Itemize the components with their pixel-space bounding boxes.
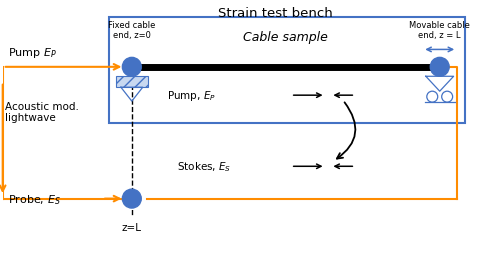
Text: Strain test bench: Strain test bench [218,7,333,20]
Text: Movable cable
end, z = L: Movable cable end, z = L [410,21,470,40]
Bar [110,18,465,123]
Text: Probe, $E_S$: Probe, $E_S$ [8,192,60,206]
Text: Pump, $E_P$: Pump, $E_P$ [166,89,216,103]
Circle shape [122,189,141,208]
Circle shape [122,58,141,77]
Bar [116,77,148,88]
Text: Fixed cable
end, z=0: Fixed cable end, z=0 [108,21,156,40]
Text: Acoustic mod.
lightwave: Acoustic mod. lightwave [5,101,79,123]
Text: Pump $E_P$: Pump $E_P$ [8,46,56,60]
Circle shape [430,58,449,77]
Text: z=L: z=L [122,223,142,233]
Text: Stokes, $E_S$: Stokes, $E_S$ [176,160,231,173]
Text: Cable sample: Cable sample [244,31,328,44]
